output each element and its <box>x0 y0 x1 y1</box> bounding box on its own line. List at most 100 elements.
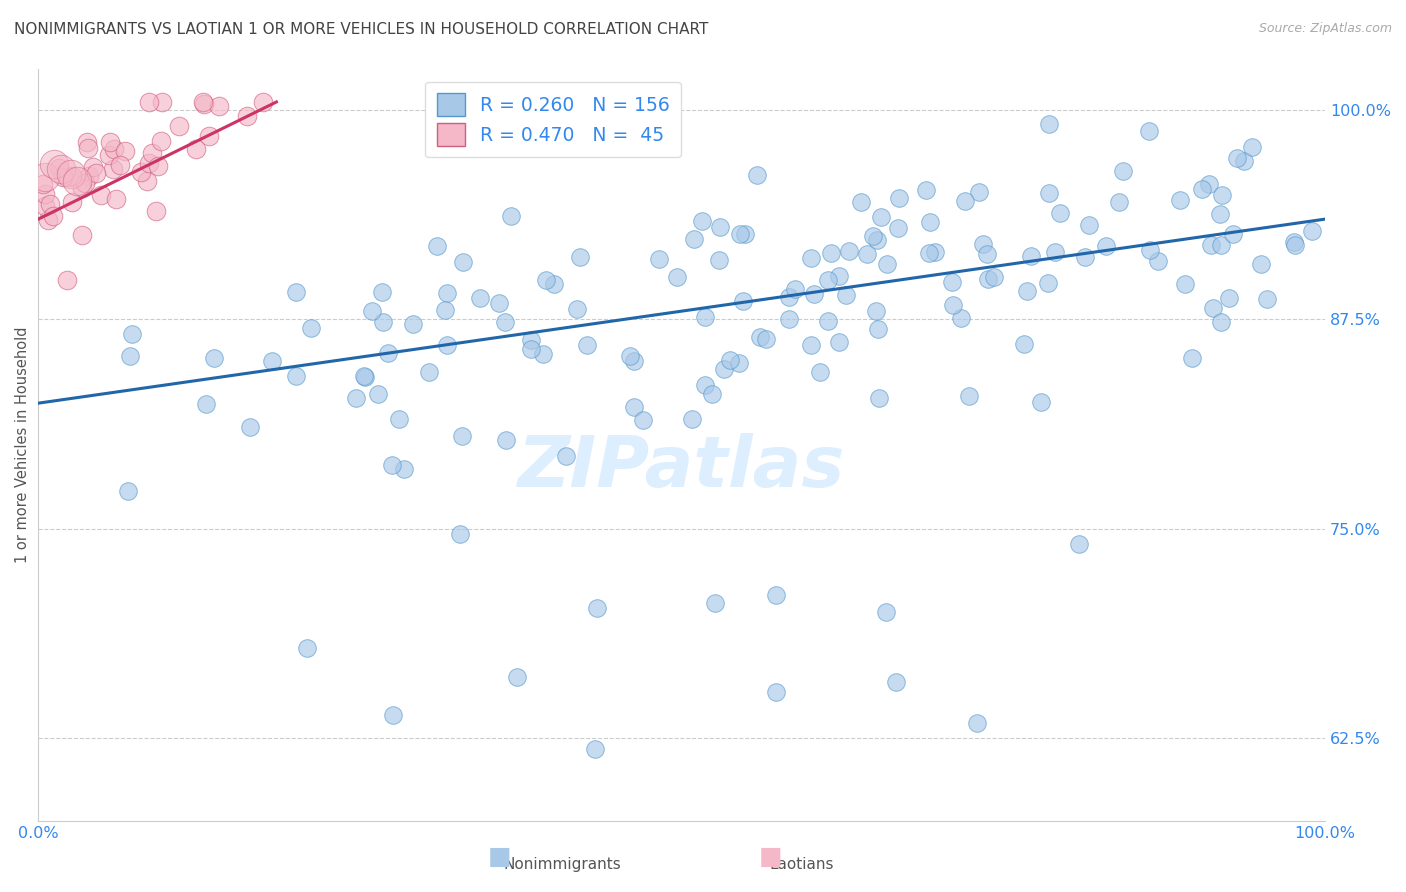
Point <box>623 354 645 368</box>
Point <box>631 413 654 427</box>
Point <box>1211 187 1233 202</box>
Point <box>436 338 458 352</box>
Point <box>713 361 735 376</box>
Point <box>889 191 911 205</box>
Point <box>202 351 225 365</box>
Text: Nonimmigrants: Nonimmigrants <box>503 857 621 872</box>
Point <box>135 174 157 188</box>
Point <box>184 142 207 156</box>
Point <box>1232 153 1254 168</box>
Point <box>98 135 121 149</box>
Point <box>942 298 965 312</box>
Point <box>195 397 218 411</box>
Point <box>371 285 394 299</box>
Point <box>418 365 440 379</box>
Point <box>51 170 73 185</box>
Point <box>114 144 136 158</box>
Point <box>835 288 858 302</box>
Point <box>495 433 517 447</box>
Point <box>77 141 100 155</box>
Point <box>1174 277 1197 292</box>
Point <box>1209 315 1232 329</box>
Point <box>1282 235 1305 250</box>
Point <box>666 270 689 285</box>
Point <box>191 95 214 109</box>
Point <box>70 181 93 195</box>
Point <box>785 282 807 296</box>
Point <box>849 194 872 209</box>
Point <box>1038 186 1060 201</box>
Point <box>972 237 994 252</box>
Point <box>555 449 578 463</box>
Point <box>820 246 842 260</box>
Point <box>519 343 541 357</box>
Point <box>1146 254 1168 268</box>
Point <box>48 161 70 175</box>
Point <box>1045 244 1067 259</box>
Point <box>704 596 727 610</box>
Point <box>1019 249 1042 263</box>
Point <box>745 168 768 182</box>
Point <box>1073 250 1095 264</box>
Point <box>344 391 367 405</box>
Point <box>924 245 946 260</box>
Point <box>683 232 706 246</box>
Point <box>285 285 308 299</box>
Point <box>121 326 143 341</box>
Point <box>918 245 941 260</box>
Point <box>884 675 907 690</box>
Point <box>76 136 98 150</box>
Point <box>117 484 139 499</box>
Point <box>392 461 415 475</box>
Point <box>1108 195 1130 210</box>
Point <box>1181 351 1204 365</box>
Point <box>426 239 449 253</box>
Point <box>576 338 599 352</box>
Point <box>235 110 257 124</box>
Text: ■: ■ <box>488 845 510 869</box>
Point <box>886 220 908 235</box>
Point <box>433 302 456 317</box>
Point <box>692 214 714 228</box>
Point <box>1256 292 1278 306</box>
Point <box>361 304 384 318</box>
Point <box>817 273 839 287</box>
Point <box>648 252 671 267</box>
Point <box>239 420 262 434</box>
Point <box>141 146 163 161</box>
Point <box>34 199 56 213</box>
Point <box>765 588 787 602</box>
Point <box>138 156 160 170</box>
Point <box>39 196 62 211</box>
Point <box>470 291 492 305</box>
Point <box>1209 207 1232 221</box>
Point <box>520 333 543 347</box>
Point <box>60 169 83 183</box>
Point <box>388 411 411 425</box>
Point <box>90 188 112 202</box>
Point <box>765 684 787 698</box>
Point <box>1015 284 1038 298</box>
Point <box>1029 395 1052 409</box>
Point <box>60 194 83 209</box>
Point <box>82 161 104 175</box>
Point <box>149 134 172 148</box>
Point <box>855 247 877 261</box>
Point <box>1240 140 1263 154</box>
Point <box>755 333 778 347</box>
Point <box>1202 301 1225 316</box>
Point <box>534 273 557 287</box>
Point <box>367 387 389 401</box>
Point <box>299 321 322 335</box>
Point <box>138 95 160 109</box>
Point <box>34 186 56 201</box>
Point <box>828 269 851 284</box>
Point <box>1191 182 1213 196</box>
Point <box>208 99 231 113</box>
Text: ZIPatlas: ZIPatlas <box>517 434 845 502</box>
Point <box>728 227 751 241</box>
Point <box>868 391 890 405</box>
Point <box>583 741 606 756</box>
Point <box>252 95 274 109</box>
Point <box>876 257 898 271</box>
